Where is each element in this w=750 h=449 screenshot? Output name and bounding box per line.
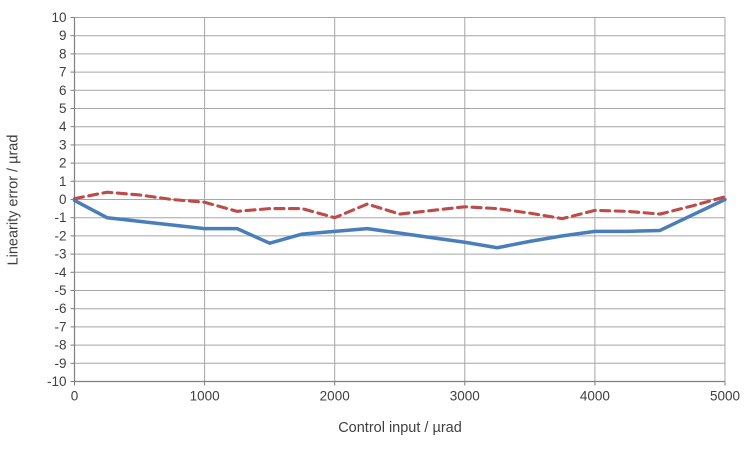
x-tick-label: 4000 <box>580 389 610 404</box>
y-tick-label: -9 <box>54 356 66 371</box>
x-tick-label: 3000 <box>450 389 480 404</box>
y-tick-label: -4 <box>54 265 66 280</box>
x-tick-label: 2000 <box>320 389 350 404</box>
y-tick-label: 5 <box>59 101 67 116</box>
y-tick-label: -1 <box>54 210 66 225</box>
y-tick-label: -8 <box>54 338 66 353</box>
y-axis-title: Linearity error / µrad <box>5 134 22 266</box>
dashed-red-series-line <box>72 190 727 221</box>
x-tick-label: 5000 <box>710 389 740 404</box>
solid-blue-series-line <box>72 197 727 250</box>
y-tick-label: -3 <box>54 247 66 262</box>
y-tick-label: -2 <box>54 228 66 243</box>
y-axis-title-wrap: Linearity error / µrad <box>2 0 24 400</box>
x-tick-label: 0 <box>71 389 79 404</box>
y-tick-label: 3 <box>59 137 67 152</box>
y-tick-label: 4 <box>59 119 67 134</box>
y-tick-label: -6 <box>54 301 66 316</box>
y-tick-label: 10 <box>51 10 66 25</box>
y-tick-label: -7 <box>54 319 66 334</box>
y-tick-label: 7 <box>59 65 67 80</box>
y-tick-label: 2 <box>59 156 67 171</box>
y-tick-label: 1 <box>59 174 67 189</box>
x-axis-title: Control input / µrad <box>338 420 462 436</box>
y-tick-label: 8 <box>59 46 67 61</box>
y-tick-label: 0 <box>59 192 67 207</box>
y-tick-label: -10 <box>47 374 67 389</box>
x-tick-label: 1000 <box>190 389 220 404</box>
y-tick-label: 9 <box>59 28 67 43</box>
y-tick-label: 6 <box>59 83 67 98</box>
y-tick-label: -5 <box>54 283 66 298</box>
